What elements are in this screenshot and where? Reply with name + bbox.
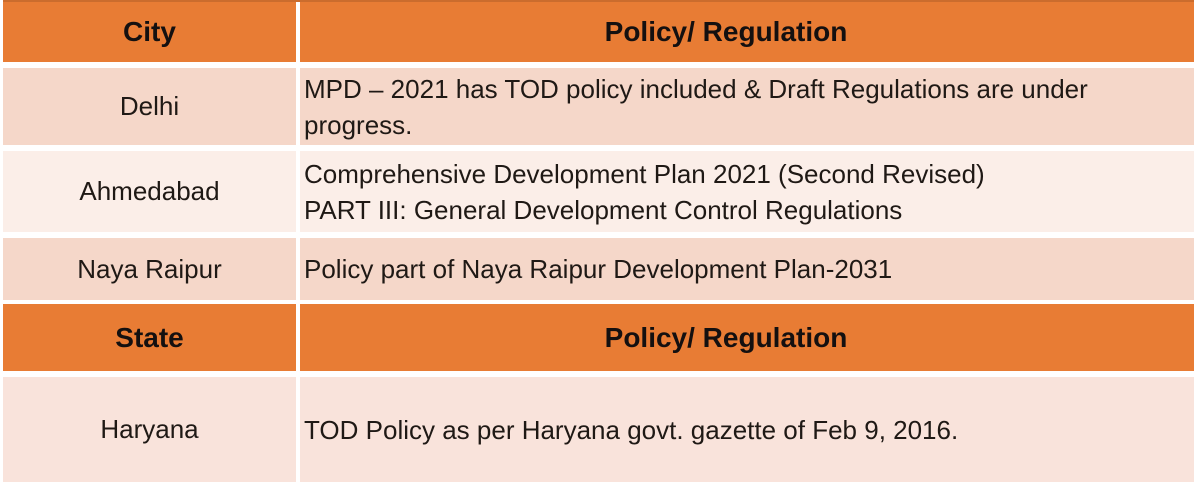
policy-line: Comprehensive Development Plan 2021 (Sec… (304, 158, 985, 189)
policy-cell-delhi: MPD – 2021 has TOD policy included & Dra… (300, 68, 1194, 145)
city-cell-delhi: Delhi (3, 68, 296, 145)
policy-line: MPD – 2021 has TOD policy included & Dra… (304, 73, 1088, 140)
state-cell-haryana: Haryana (3, 377, 296, 482)
state-policy-header-cell: Policy/ Regulation (300, 304, 1194, 371)
state-header-cell: State (3, 304, 296, 371)
city-policy-header-cell: Policy/ Regulation (300, 2, 1194, 62)
city-header-label: City (123, 16, 176, 47)
policy-cell-haryana: TOD Policy as per Haryana govt. gazette … (300, 377, 1194, 482)
policy-line: TOD Policy as per Haryana govt. gazette … (304, 414, 959, 445)
city-policy-header-label: Policy/ Regulation (604, 16, 848, 47)
state-header-label: State (115, 321, 184, 353)
table-top-border (3, 0, 1194, 2)
table-row-haryana: Haryana TOD Policy as per Haryana govt. … (3, 377, 1194, 482)
table-row-ahmedabad: Ahmedabad Comprehensive Development Plan… (3, 151, 1194, 232)
state-policy-header-label: Policy/ Regulation (604, 321, 848, 353)
table-row-delhi: Delhi MPD – 2021 has TOD policy included… (3, 68, 1194, 145)
city-name: Ahmedabad (79, 176, 220, 206)
policy-line: Policy part of Naya Raipur Development P… (304, 254, 893, 284)
policy-line: PART III: General Development Control Re… (304, 194, 903, 225)
policy-cell-naya-raipur: Policy part of Naya Raipur Development P… (300, 238, 1194, 300)
city-cell-ahmedabad: Ahmedabad (3, 151, 296, 232)
city-name: Delhi (119, 91, 180, 121)
city-cell-naya-raipur: Naya Raipur (3, 238, 296, 300)
city-name: Naya Raipur (77, 253, 222, 284)
table-row-naya-raipur: Naya Raipur Policy part of Naya Raipur D… (3, 238, 1194, 300)
state-name: Haryana (100, 414, 199, 444)
policy-cell-ahmedabad: Comprehensive Development Plan 2021 (Sec… (300, 151, 1194, 232)
state-table-header-row: State Policy/ Regulation (3, 304, 1194, 371)
city-table-header-row: City Policy/ Regulation (3, 2, 1194, 62)
city-header-cell: City (3, 2, 296, 62)
